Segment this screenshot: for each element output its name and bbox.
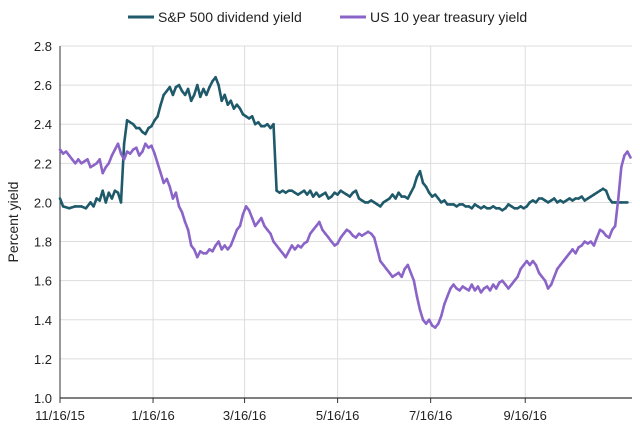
series-segment-sp500-dividend-yield [122,119,129,146]
y-tick-label: 2.4 [34,117,52,132]
y-tick-label: 2.0 [34,195,52,210]
grid [60,45,632,398]
x-tick-label: 7/16/16 [409,408,452,423]
series-segment-treasury-10y-yield [122,150,129,161]
series-segment-sp500-dividend-yield [354,189,361,200]
series-segment-sp500-dividend-yield [604,189,611,200]
series-lines [58,76,632,329]
x-tick-label: 5/16/16 [316,408,359,423]
series-segment-sp500-dividend-yield [217,83,223,103]
series-segment-sp500-dividend-yield [156,103,162,118]
series-segment-sp500-dividend-yield [272,122,278,192]
series-segment-sp500-dividend-yield [92,197,98,208]
series-segment-treasury-10y-yield [592,236,599,247]
series-treasury-10y-yield [58,142,632,329]
series-segment-treasury-10y-yield [232,228,239,239]
legend-item-treasury: US 10 year treasury yield [340,9,527,25]
series-segment-treasury-10y-yield [86,158,92,169]
series-segment-treasury-10y-yield [619,154,626,169]
y-tick-label: 2.6 [34,78,52,93]
axes: 1.0 1.2 1.4 1.6 1.8 2.0 2.2 2.4 2.6 2.8 11/16/15 1/… [34,39,632,423]
series-segment-treasury-10y-yield [259,216,266,228]
y-tick-label: 1.4 [34,313,52,328]
series-segment-treasury-10y-yield [516,267,523,279]
series-segment-sp500-dividend-yield [186,87,193,103]
x-tick-label: 9/16/16 [504,408,547,423]
series-segment-sp500-dividend-yield [159,93,165,106]
series-segment-treasury-10y-yield [415,294,422,312]
series-sp500-dividend-yield [58,76,629,212]
series-segment-treasury-10y-yield [409,271,416,283]
series-segment-treasury-10y-yield [406,263,413,275]
series-segment-sp500-dividend-yield [412,175,419,189]
series-segment-treasury-10y-yield [247,209,254,220]
y-axis-title: Percent yield [5,182,21,263]
series-segment-sp500-dividend-yield [171,85,178,97]
series-segment-treasury-10y-yield [418,308,425,322]
series-segment-treasury-10y-yield [183,220,190,232]
y-tick-label: 1.6 [34,274,52,289]
series-segment-sp500-dividend-yield [223,93,230,106]
legend-item-sp500: S&P 500 dividend yield [128,9,302,25]
series-segment-treasury-10y-yield [626,150,632,159]
series-segment-treasury-10y-yield [168,185,175,200]
series-segment-treasury-10y-yield [552,267,559,279]
series-segment-treasury-10y-yield [412,279,419,298]
series-segment-treasury-10y-yield [372,236,379,251]
series-segment-treasury-10y-yield [180,210,187,224]
series-segment-treasury-10y-yield [156,162,162,175]
series-segment-treasury-10y-yield [153,152,159,165]
series-segment-treasury-10y-yield [446,287,452,298]
series-segment-sp500-dividend-yield [110,189,117,200]
series-segment-treasury-10y-yield [186,228,193,247]
series-segment-treasury-10y-yield [165,177,172,189]
series-segment-sp500-dividend-yield [418,169,425,185]
series-segment-treasury-10y-yield [534,263,541,275]
series-segment-treasury-10y-yield [375,248,382,263]
series-segment-treasury-10y-yield [150,144,156,155]
x-tick-label: 11/16/15 [35,408,85,423]
series-segment-treasury-10y-yield [400,267,407,279]
y-tick-label: 2.2 [34,156,52,171]
x-tick-label: 1/16/16 [131,408,174,423]
legend-label-treasury: US 10 year treasury yield [370,9,527,25]
series-segment-treasury-10y-yield [98,158,104,175]
y-tick-label: 1.8 [34,235,52,250]
series-segment-treasury-10y-yield [443,294,449,306]
y-tick-label: 2.8 [34,39,52,54]
series-segment-treasury-10y-yield [549,275,556,286]
series-segment-treasury-10y-yield [238,212,245,228]
series-segment-treasury-10y-yield [595,228,602,239]
legend: S&P 500 dividend yield US 10 year treasu… [128,9,527,25]
series-segment-sp500-dividend-yield [58,197,65,208]
series-segment-treasury-10y-yield [436,314,443,326]
series-segment-sp500-dividend-yield [119,142,126,204]
y-tick-label: 1.2 [34,352,52,367]
series-segment-treasury-10y-yield [305,232,312,243]
series-segment-treasury-10y-yield [159,171,165,185]
series-segment-sp500-dividend-yield [205,85,211,97]
series-segment-treasury-10y-yield [116,142,123,155]
x-tick-label: 3/16/16 [223,408,266,423]
series-segment-sp500-dividend-yield [250,115,257,126]
series-segment-treasury-10y-yield [229,236,236,247]
series-segment-treasury-10y-yield [607,228,614,239]
series-segment-treasury-10y-yield [269,232,275,243]
series-segment-treasury-10y-yield [107,154,114,165]
series-segment-treasury-10y-yield [174,191,181,208]
series-segment-treasury-10y-yield [613,197,620,228]
series-segment-treasury-10y-yield [616,165,623,200]
series-segment-treasury-10y-yield [439,302,446,318]
y-tick-label: 1.0 [34,391,52,406]
series-segment-treasury-10y-yield [317,220,324,232]
series-segment-sp500-dividend-yield [214,76,220,87]
legend-label-sp500: S&P 500 dividend yield [158,9,302,25]
